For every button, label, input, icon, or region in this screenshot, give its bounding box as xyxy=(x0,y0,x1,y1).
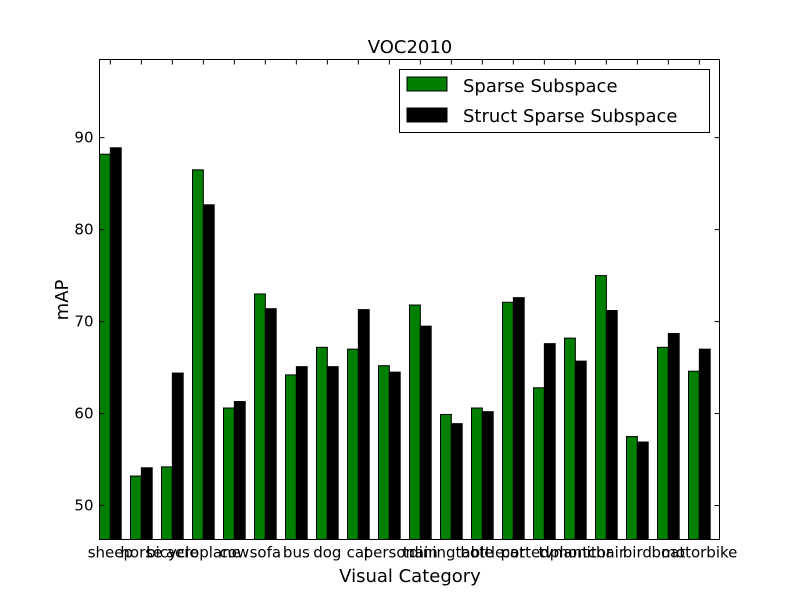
x-tick-label-person: person xyxy=(364,544,415,562)
bar-sparse-horse xyxy=(130,475,142,540)
bar-sparse-aeroplane xyxy=(192,169,204,540)
bars-group xyxy=(99,147,711,541)
bar-sparse-cat xyxy=(347,348,359,540)
x-tick-label-train: train xyxy=(403,544,438,562)
bar-struct-sparse-dog xyxy=(326,366,339,540)
x-tick-label-chair: chair xyxy=(588,544,626,562)
bar-sparse-bottle xyxy=(471,407,483,541)
bar-struct-sparse-diningtable xyxy=(450,423,463,541)
bar-struct-sparse-bus xyxy=(295,366,308,540)
x-tick-label-cow: cow xyxy=(219,544,249,562)
x-tick-label-bicycle: bicycle xyxy=(146,544,198,562)
bar-sparse-motorbike xyxy=(688,370,700,540)
bar-struct-sparse-chair xyxy=(605,310,618,540)
y-ticks-group: 50 60 70 80 90 xyxy=(74,129,720,514)
bar-struct-sparse-bottle xyxy=(481,411,494,540)
bar-sparse-chair xyxy=(595,275,607,540)
bar-struct-sparse-motorbike xyxy=(698,348,711,540)
x-tick-label-aeroplane: aeroplane xyxy=(166,544,241,562)
x-tick-label-tvmonitor: tvmonitor xyxy=(539,544,613,562)
bar-sparse-boat xyxy=(657,346,669,540)
x-tick-label-motorbike: motorbike xyxy=(661,544,737,562)
y-axis-label: mAP xyxy=(52,280,73,321)
bar-sparse-dog xyxy=(316,346,328,540)
bar-struct-sparse-tvmonitor xyxy=(574,360,587,540)
legend: Sparse Subspace Struct Sparse Subspace xyxy=(399,69,710,133)
y-tick-label: 70 xyxy=(74,313,93,331)
legend-box xyxy=(399,69,710,133)
bar-struct-sparse-pottedplant xyxy=(543,343,556,541)
x-tick-label-horse: horse xyxy=(120,544,162,562)
plot-frame xyxy=(99,59,720,540)
y-tick-label: 60 xyxy=(74,405,93,423)
bar-struct-sparse-car xyxy=(512,297,525,540)
bar-sparse-diningtable xyxy=(440,413,452,540)
bar-struct-sparse-cat xyxy=(357,309,370,540)
bar-struct-sparse-bird xyxy=(636,441,649,540)
x-tick-label-bus: bus xyxy=(283,544,310,562)
x-tick-label-cat: cat xyxy=(347,544,370,562)
bar-sparse-pottedplant xyxy=(533,387,545,540)
x-tick-label-bird: bird xyxy=(623,544,652,562)
bar-struct-sparse-boat xyxy=(667,333,680,540)
x-tick-label-dog: dog xyxy=(313,544,341,562)
legend-label-struct-sparse-subspace: Struct Sparse Subspace xyxy=(463,106,678,127)
bar-sparse-sheep xyxy=(99,153,111,541)
bar-sparse-tvmonitor xyxy=(564,337,576,540)
bar-sparse-bus xyxy=(285,374,297,540)
y-tick-label: 80 xyxy=(74,221,93,239)
bar-sparse-sofa xyxy=(254,293,266,541)
bar-struct-sparse-sheep xyxy=(109,147,122,540)
legend-swatch-struct-sparse-subspace xyxy=(406,107,448,123)
bar-struct-sparse-person xyxy=(388,371,401,541)
legend-swatch-sparse-subspace xyxy=(406,76,448,92)
bar-struct-sparse-sofa xyxy=(264,308,277,541)
y-tick-label: 50 xyxy=(74,496,93,514)
bar-sparse-bird xyxy=(626,436,638,541)
bar-sparse-person xyxy=(378,365,390,540)
x-tick-label-pottedplant: pottedplant xyxy=(501,544,589,562)
chart-title: VOC2010 xyxy=(368,37,453,58)
bar-struct-sparse-cow xyxy=(233,401,246,540)
x-tick-label-sheep: sheep xyxy=(88,544,133,562)
bar-sparse-bicycle xyxy=(161,466,173,540)
bar-sparse-train xyxy=(409,304,421,540)
legend-label-sparse-subspace: Sparse Subspace xyxy=(463,76,618,97)
bar-sparse-car xyxy=(502,301,514,541)
x-tick-label-car: car xyxy=(502,544,526,562)
bar-struct-sparse-train xyxy=(419,325,432,541)
x-tick-label-sofa: sofa xyxy=(250,544,281,562)
x-tick-label-bottle: bottle xyxy=(460,544,504,562)
y-tick-label: 90 xyxy=(74,129,93,147)
x-tick-label-diningtable: diningtable xyxy=(409,544,493,562)
x-tick-label-boat: boat xyxy=(651,544,685,562)
bar-struct-sparse-bicycle xyxy=(171,372,184,540)
bar-sparse-cow xyxy=(223,407,235,541)
x-axis-label: Visual Category xyxy=(339,566,481,587)
bar-struct-sparse-horse xyxy=(140,467,153,540)
bar-struct-sparse-aeroplane xyxy=(202,204,215,540)
